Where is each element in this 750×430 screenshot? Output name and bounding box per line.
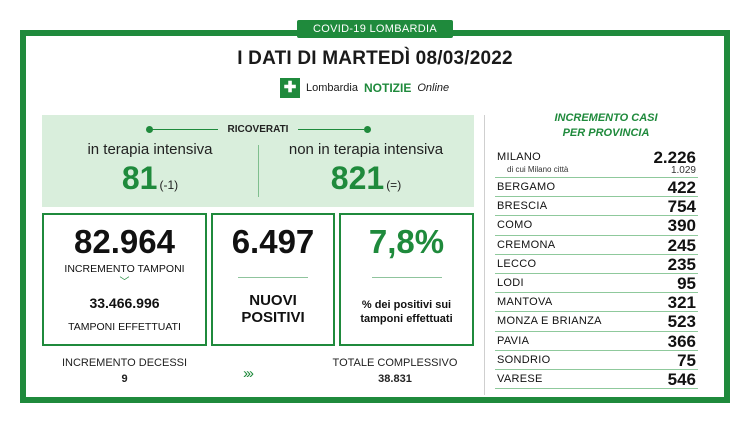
province-value: 366: [667, 331, 696, 351]
nuovi-positivi-label: NUOVI POSITIVI: [241, 292, 305, 326]
percentuale-value: 7,8%: [368, 223, 445, 260]
divider-line: [152, 129, 218, 130]
province-title: INCREMENTO CASI PER PROVINCIA: [554, 112, 658, 139]
province-value: 754: [667, 197, 696, 217]
milano-citta-value: 1.029: [670, 165, 696, 176]
logo-brand-1: Lombardia: [306, 82, 358, 94]
incremento-tamponi-label: INCREMENTO TAMPONI: [64, 263, 185, 275]
logo-brand-3: Online: [417, 82, 450, 94]
province-name: COMO: [497, 219, 533, 232]
province-row: CREMONA 245: [495, 236, 698, 255]
chevron-down-icon: ﹀: [119, 277, 130, 288]
milano-citta-label: di cui Milano città: [507, 165, 569, 174]
province-name: MILANO: [497, 151, 541, 163]
province-name: BRESCIA: [497, 200, 548, 213]
percentuale-box: 7,8% % dei positivi sui tamponi effettua…: [339, 213, 474, 346]
non-terapia-intensiva-label: non in terapia intensiva: [288, 141, 444, 158]
province-row: VARESE 546: [495, 369, 698, 390]
province-value: 95: [677, 273, 696, 293]
vertical-divider: [484, 115, 485, 395]
totale-complessivo-value: 38.831: [378, 373, 412, 385]
bullet-dot: [364, 126, 371, 133]
province-row: PAVIA 366: [495, 332, 698, 351]
incremento-decessi-label: INCREMENTO DECESSI: [61, 357, 188, 369]
province-name: MANTOVA: [497, 296, 553, 309]
column-divider: [258, 145, 259, 197]
tamponi-effettuati-value: 33.466.996: [89, 295, 160, 311]
province-name: SONDRIO: [497, 353, 551, 366]
incremento-decessi-value: 9: [121, 373, 128, 385]
separator: [238, 277, 308, 278]
divider-line: [298, 129, 364, 130]
terapia-intensiva-label: in terapia intensiva: [87, 141, 213, 158]
tamponi-box: 82.964 INCREMENTO TAMPONI ﹀ 33.466.996 T…: [42, 213, 207, 346]
province-row: COMO 390: [495, 216, 698, 236]
province-row: BERGAMO 422: [495, 178, 698, 198]
nuovi-positivi-box: 6.497 NUOVI POSITIVI: [211, 213, 335, 346]
province-row-milano: MILANO 2.226 di cui Milano città 1.029: [495, 148, 698, 178]
province-row: MONZA E BRIANZA 523: [495, 312, 698, 332]
header-tag: COVID-19 LOMBARDIA: [297, 20, 453, 38]
totale-complessivo-label: TOTALE COMPLESSIVO: [332, 357, 458, 369]
province-value: 75: [677, 350, 696, 370]
province-name: PAVIA: [497, 334, 530, 347]
non-terapia-intensiva-value: 821 (=): [330, 160, 402, 196]
totale-complessivo: TOTALE COMPLESSIVO 38.831: [316, 357, 474, 385]
nuovi-positivi-value: 6.497: [231, 223, 315, 260]
province-name: MONZA E BRIANZA: [497, 315, 602, 328]
non-terapia-intensiva: non in terapia intensiva 821 (=): [258, 141, 474, 197]
incremento-decessi: INCREMENTO DECESSI 9: [42, 357, 207, 385]
province-row: BRESCIA 754: [495, 197, 698, 217]
province-name: VARESE: [497, 372, 543, 385]
page-title: I DATI DI MARTEDÌ 08/03/2022: [237, 48, 513, 69]
percentuale-label: % dei positivi sui tamponi effettuati: [360, 299, 453, 325]
terapia-intensiva: in terapia intensiva 81 (-1): [42, 141, 258, 197]
province-value: 546: [667, 369, 696, 389]
province-value: 422: [667, 178, 696, 197]
triple-chevron-right-icon: ›››: [243, 365, 254, 382]
province-name: LECCO: [497, 257, 537, 270]
province-value: 2.226: [653, 148, 696, 167]
non-terapia-intensiva-variation: (=): [386, 178, 402, 192]
province-list: MILANO 2.226 di cui Milano città 1.029 B…: [495, 148, 698, 390]
logo: ✚ Lombardia NOTIZIE Online: [280, 77, 449, 99]
province-value: 245: [667, 235, 696, 255]
province-name: BERGAMO: [497, 181, 556, 193]
province-row: LODI 95: [495, 273, 698, 294]
terapia-intensiva-variation: (-1): [159, 178, 179, 192]
incremento-tamponi-value: 82.964: [74, 223, 175, 260]
province-row: MANTOVA 321: [495, 293, 698, 313]
lombardia-cross-icon: ✚: [280, 78, 300, 98]
province-name: CREMONA: [497, 238, 556, 251]
province-value: 390: [667, 216, 696, 236]
province-row: LECCO 235: [495, 255, 698, 274]
logo-brand-2: NOTIZIE: [363, 81, 412, 95]
province-name: LODI: [497, 276, 524, 289]
separator: [371, 277, 442, 278]
terapia-intensiva-value: 81 (-1): [121, 160, 179, 196]
tamponi-effettuati-label: TAMPONI EFFETTUATI: [68, 321, 181, 333]
province-value: 523: [667, 312, 696, 332]
bullet-dot: [146, 126, 153, 133]
ricoverati-label: RICOVERATI: [227, 124, 289, 135]
ricoverati-panel: RICOVERATI in terapia intensiva 81 (-1) n…: [42, 115, 474, 207]
province-value: 235: [667, 254, 696, 274]
province-value: 321: [667, 293, 696, 313]
province-row: SONDRIO 75: [495, 351, 698, 370]
